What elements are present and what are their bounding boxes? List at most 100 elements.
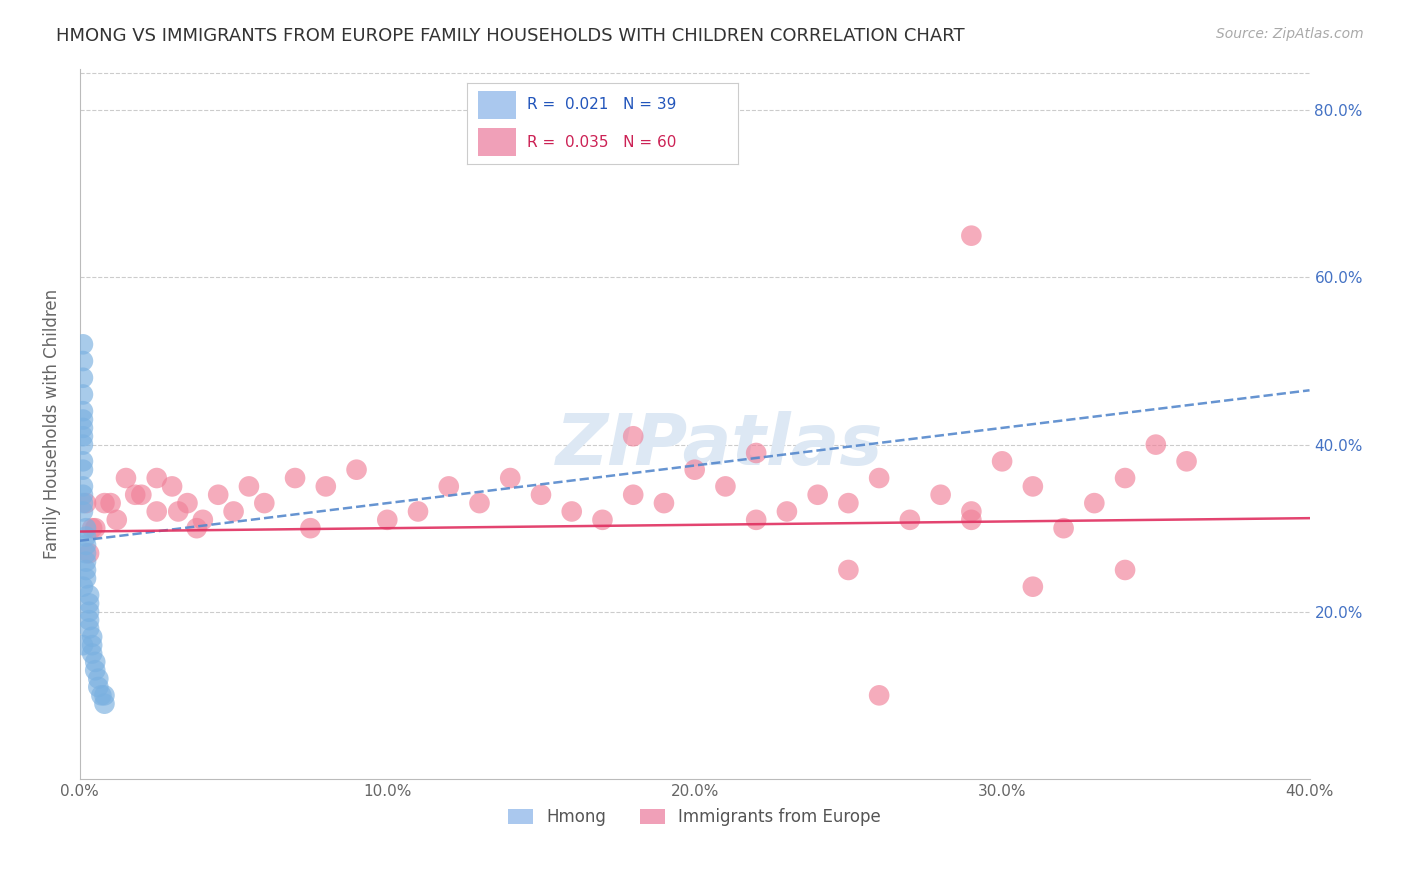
Point (87, 672, 110, 686)
Point (75, 496, 97, 510)
Text: HMONG VS IMMIGRANTS FROM EUROPE FAMILY HOUSEHOLDS WITH CHILDREN CORRELATION CHAR: HMONG VS IMMIGRANTS FROM EUROPE FAMILY H… (56, 27, 965, 45)
Point (837, 496, 859, 510)
Point (72, 387, 94, 401)
Point (591, 513, 613, 527)
Point (75, 571, 97, 585)
Point (406, 504, 429, 518)
Point (238, 479, 260, 493)
Point (105, 513, 128, 527)
Point (82, 638, 104, 652)
Point (93, 697, 115, 711)
Point (115, 471, 138, 485)
Point (898, 513, 921, 527)
Point (75, 555, 97, 569)
Point (72, 454, 94, 468)
Point (960, 513, 983, 527)
Point (207, 488, 229, 502)
Point (82, 647, 104, 661)
Point (167, 504, 190, 518)
Point (776, 504, 799, 518)
Point (621, 488, 644, 502)
Point (145, 504, 167, 518)
Point (868, 689, 890, 703)
Point (284, 471, 307, 485)
Point (77, 622, 100, 636)
Point (72, 404, 94, 418)
Point (77, 546, 100, 560)
Point (375, 513, 398, 527)
Point (77, 588, 100, 602)
Point (561, 504, 583, 518)
Point (1175, 454, 1198, 468)
Point (72, 429, 94, 443)
Point (75, 530, 97, 544)
Point (72, 488, 94, 502)
Point (77, 613, 100, 627)
Point (72, 479, 94, 493)
Point (72, 354, 94, 368)
Point (745, 446, 768, 460)
Point (72, 463, 94, 477)
Point (176, 496, 198, 510)
Point (72, 580, 94, 594)
Point (222, 504, 245, 518)
Point (683, 463, 706, 477)
Point (1114, 563, 1136, 577)
Y-axis label: Family Households with Children: Family Households with Children (44, 289, 60, 558)
Legend: Hmong, Immigrants from Europe: Hmong, Immigrants from Europe (501, 800, 890, 835)
Point (346, 463, 368, 477)
Point (299, 521, 322, 535)
Point (93, 496, 115, 510)
Point (960, 504, 983, 518)
Point (315, 479, 337, 493)
Point (75, 521, 97, 535)
Point (77, 596, 100, 610)
Point (621, 429, 644, 443)
Point (1144, 437, 1167, 451)
Point (652, 496, 675, 510)
Point (72, 337, 94, 351)
Point (84, 521, 107, 535)
Point (75, 563, 97, 577)
Point (1083, 496, 1105, 510)
Point (72, 421, 94, 435)
Point (72, 437, 94, 451)
Point (1052, 521, 1074, 535)
Point (87, 680, 110, 694)
Point (868, 471, 890, 485)
Point (745, 513, 768, 527)
Point (72, 496, 94, 510)
Point (77, 605, 100, 619)
Point (807, 488, 830, 502)
Point (530, 488, 553, 502)
Point (191, 513, 214, 527)
Point (124, 488, 146, 502)
Point (960, 228, 983, 243)
Text: Source: ZipAtlas.com: Source: ZipAtlas.com (1216, 27, 1364, 41)
Point (468, 496, 491, 510)
Point (131, 488, 153, 502)
Point (72, 638, 94, 652)
Point (84, 663, 107, 677)
Point (499, 471, 522, 485)
Point (93, 689, 115, 703)
Point (1022, 580, 1045, 594)
Point (1022, 479, 1045, 493)
Point (837, 563, 859, 577)
Point (1114, 471, 1136, 485)
Point (82, 630, 104, 644)
Point (929, 488, 952, 502)
Point (100, 496, 122, 510)
Point (75, 538, 97, 552)
Point (90, 689, 112, 703)
Point (991, 454, 1014, 468)
Point (84, 655, 107, 669)
Point (72, 412, 94, 426)
Point (714, 479, 737, 493)
Point (75, 546, 97, 560)
Point (72, 370, 94, 384)
Point (72, 504, 94, 518)
Point (160, 479, 183, 493)
Point (186, 521, 208, 535)
Point (253, 496, 276, 510)
